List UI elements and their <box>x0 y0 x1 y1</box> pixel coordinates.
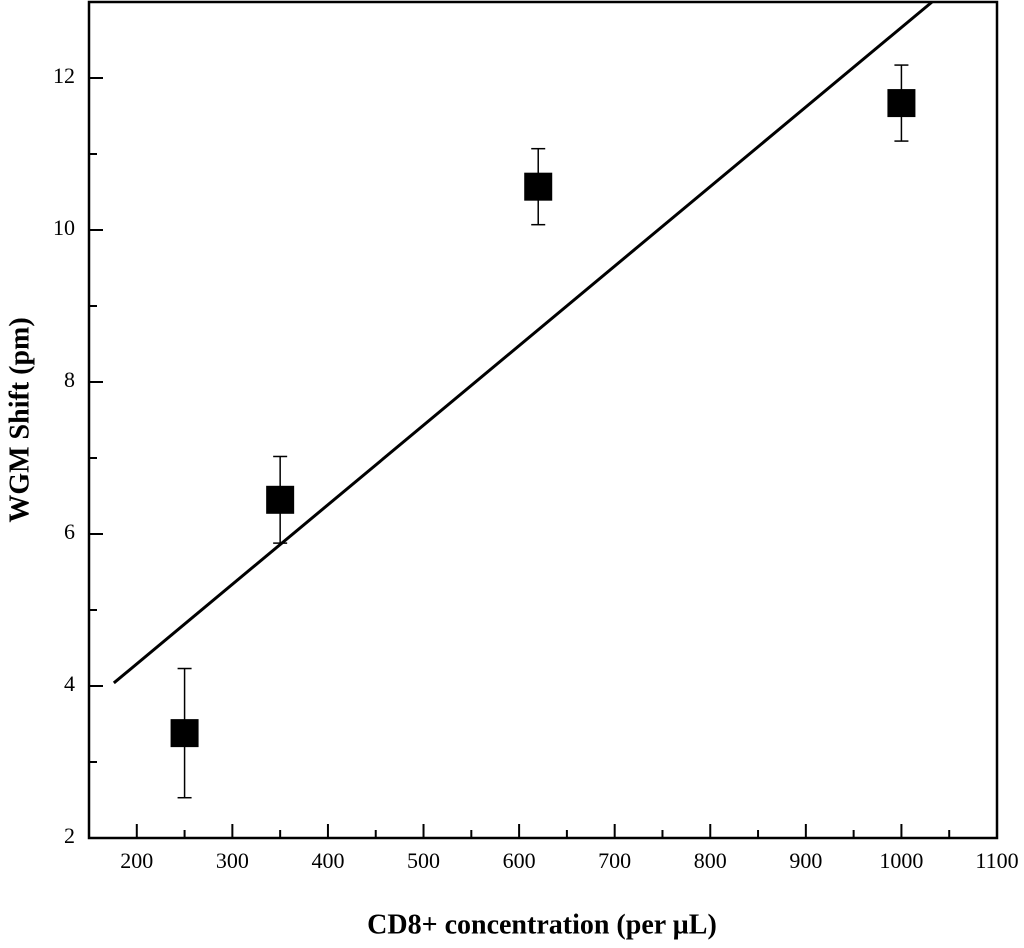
x-tick-label: 400 <box>311 848 344 873</box>
x-tick-label: 200 <box>120 848 153 873</box>
y-tick-label: 10 <box>53 215 75 240</box>
x-axis-title: CD8+ concentration (per µL) <box>367 909 717 940</box>
y-tick-label: 2 <box>64 823 75 848</box>
x-tick-label: 500 <box>407 848 440 873</box>
x-tick-label: 700 <box>598 848 631 873</box>
y-axis-title: WGM Shift (pm) <box>4 317 35 522</box>
y-tick-label: 12 <box>53 63 75 88</box>
x-tick-label: 900 <box>789 848 822 873</box>
x-tick-label: 1100 <box>975 848 1018 873</box>
y-tick-label: 4 <box>64 671 75 696</box>
point <box>887 89 916 118</box>
y-tick-label: 6 <box>64 519 75 544</box>
point <box>524 172 553 201</box>
x-tick-label: 300 <box>216 848 249 873</box>
x-tick-label: 800 <box>694 848 727 873</box>
point <box>266 485 295 514</box>
x-tick-label: 1000 <box>879 848 923 873</box>
x-tick-label: 600 <box>503 848 536 873</box>
y-tick-label: 8 <box>64 367 75 392</box>
point <box>170 719 199 748</box>
fit-line <box>112 0 933 685</box>
plot-frame <box>87 0 999 840</box>
